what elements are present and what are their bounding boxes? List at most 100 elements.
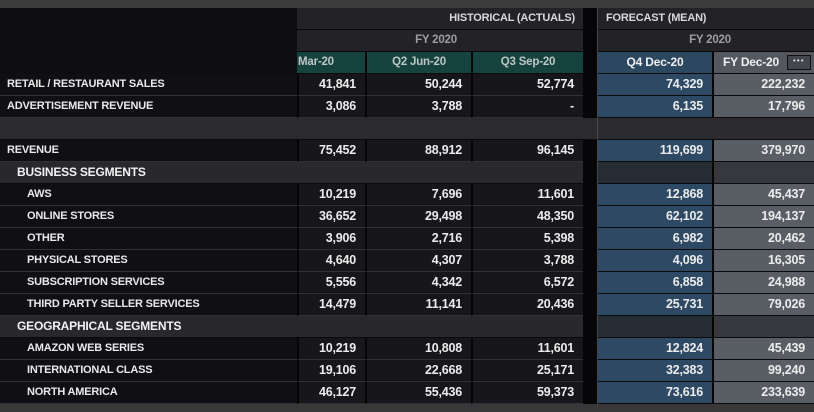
cell-q1-mar-20[interactable]: 3,906 [297,228,365,250]
cell-fy-dec-20-forecast[interactable]: 20,462 [712,228,814,250]
cell-q3-sep-20[interactable]: 48,350 [471,206,583,228]
cell-q4-dec-20-forecast[interactable]: 73,616 [598,382,712,404]
table-row: THIRD PARTY SELLER SERVICES 14,479 11,141 2… [0,294,814,316]
cell-q2-jun-20[interactable]: 29,498 [365,206,471,228]
cell-q3-sep-20[interactable]: - [471,96,583,118]
row-label[interactable]: AMAZON WEB SERIES [0,338,297,360]
cell-q4-dec-20-forecast[interactable]: 25,731 [598,294,712,316]
cell-q1-mar-20[interactable]: 36,652 [297,206,365,228]
cell-q1-mar-20[interactable]: 46,127 [297,382,365,404]
cell-q4-dec-20-forecast[interactable]: 6,982 [598,228,712,250]
cell-q1-mar-20[interactable]: 3,086 [297,96,365,118]
cell-fy-dec-20-forecast[interactable]: 379,970 [712,140,814,162]
cell-q3-sep-20[interactable]: 20,436 [471,294,583,316]
cell-q1-mar-20[interactable]: 10,219 [297,338,365,360]
cell-q2-jun-20[interactable]: 55,436 [365,382,471,404]
panel-divider [583,162,598,184]
cell-q4-dec-20-forecast[interactable]: 12,824 [598,338,712,360]
cell-fy-dec-20-forecast[interactable]: 24,988 [712,272,814,294]
cell-q2-jun-20[interactable]: 11,141 [365,294,471,316]
section-forecast-fy-cell [712,316,814,338]
cell-q3-sep-20[interactable]: 52,774 [471,74,583,96]
cell-q3-sep-20[interactable]: 11,601 [471,338,583,360]
cell-fy-dec-20-forecast[interactable]: 45,437 [712,184,814,206]
row-label[interactable]: OTHER [0,228,297,250]
row-label[interactable]: ADVERTISEMENT REVENUE [0,96,297,118]
cell-q3-sep-20[interactable]: 6,572 [471,272,583,294]
row-label[interactable]: RETAIL / RESTAURANT SALES [0,74,297,96]
panel-divider [583,52,598,74]
cell-q1-mar-20[interactable]: 10,219 [297,184,365,206]
cell-q2-jun-20[interactable]: 4,307 [365,250,471,272]
cell-q4-dec-20-forecast[interactable]: 32,383 [598,360,712,382]
column-header-fy-dec-20[interactable]: FY Dec-20 ••• [712,52,814,74]
cell-fy-dec-20-forecast[interactable]: 16,305 [712,250,814,272]
row-label[interactable]: NORTH AMERICA [0,382,297,404]
cell-q4-dec-20-forecast[interactable]: 62,102 [598,206,712,228]
cell-fy-dec-20-forecast[interactable]: 45,439 [712,338,814,360]
row-label[interactable]: ONLINE STORES [0,206,297,228]
column-header-q4-dec-20[interactable]: Q4 Dec-20 [598,52,712,74]
row-label[interactable]: INTERNATIONAL CLASS [0,360,297,382]
column-header-fy-label: FY Dec-20 [722,55,779,69]
cell-q3-sep-20[interactable]: 25,171 [471,360,583,382]
forecast-panel-title: FORECAST (MEAN) [598,8,814,30]
panel-title-row: HISTORICAL (ACTUALS) FORECAST (MEAN) [0,8,814,30]
spacer-row [0,118,814,140]
cell-q1-mar-20[interactable]: 5,556 [297,272,365,294]
column-header-q3-sep-20[interactable]: Q3 Sep-20 [471,52,583,74]
table-row: ADVERTISEMENT REVENUE 3,086 3,788-6,135 17,… [0,96,814,118]
cell-q1-mar-20[interactable]: 4,640 [297,250,365,272]
cell-fy-dec-20-forecast[interactable]: 17,796 [712,96,814,118]
cell-q4-dec-20-forecast[interactable]: 4,096 [598,250,712,272]
section-header-label[interactable]: GEOGRAPHICAL SEGMENTS [0,316,583,338]
cell-q1-mar-20[interactable]: 75,452 [297,140,365,162]
cell-q3-sep-20[interactable]: 11,601 [471,184,583,206]
more-options-button[interactable]: ••• [787,55,811,70]
cell-q1-mar-20[interactable]: 41,841 [297,74,365,96]
row-label[interactable]: PHYSICAL STORES [0,250,297,272]
row-label[interactable]: THIRD PARTY SELLER SERVICES [0,294,297,316]
cell-fy-dec-20-forecast[interactable]: 194,137 [712,206,814,228]
cell-q2-jun-20[interactable]: 50,244 [365,74,471,96]
cell-q4-dec-20-forecast[interactable]: 74,329 [598,74,712,96]
cell-q2-jun-20[interactable]: 2,716 [365,228,471,250]
cell-q1-mar-20[interactable]: 19,106 [297,360,365,382]
column-header-q1-mar-20[interactable]: Mar-20 [297,52,365,74]
panel-divider [583,8,598,30]
section-forecast-q4-cell [598,162,712,184]
cell-q2-jun-20[interactable]: 4,342 [365,272,471,294]
cell-q4-dec-20-forecast[interactable]: 119,699 [598,140,712,162]
cell-q4-dec-20-forecast[interactable]: 6,135 [598,96,712,118]
cell-fy-dec-20-forecast[interactable]: 99,240 [712,360,814,382]
cell-q3-sep-20[interactable]: 96,145 [471,140,583,162]
section-row: BUSINESS SEGMENTS [0,162,814,184]
cell-q2-jun-20[interactable]: 7,696 [365,184,471,206]
section-forecast-fy-cell [712,162,814,184]
table-row: AMAZON WEB SERIES 10,219 10,808 11,601 12,82… [0,338,814,360]
row-label[interactable]: REVENUE [0,140,297,162]
label-column-header-blank [0,30,297,52]
cell-fy-dec-20-forecast[interactable]: 79,026 [712,294,814,316]
cell-q2-jun-20[interactable]: 10,808 [365,338,471,360]
cell-q2-jun-20[interactable]: 22,668 [365,360,471,382]
cell-q2-jun-20[interactable]: 3,788 [365,96,471,118]
panel-divider [583,140,598,162]
cell-q4-dec-20-forecast[interactable]: 6,858 [598,272,712,294]
cell-q3-sep-20[interactable]: 3,788 [471,250,583,272]
cell-q3-sep-20[interactable]: 59,373 [471,382,583,404]
panel-divider [583,96,598,118]
forecast-panel-edge-line [597,8,598,404]
cell-fy-dec-20-forecast[interactable]: 222,232 [712,74,814,96]
cell-q3-sep-20[interactable]: 5,398 [471,228,583,250]
cell-q1-mar-20[interactable]: 14,479 [297,294,365,316]
cell-q4-dec-20-forecast[interactable]: 12,868 [598,184,712,206]
row-label[interactable]: AWS [0,184,297,206]
row-label[interactable]: SUBSCRIPTION SERVICES [0,272,297,294]
cell-q2-jun-20[interactable]: 88,912 [365,140,471,162]
cell-fy-dec-20-forecast[interactable]: 233,639 [712,382,814,404]
panel-divider [583,30,598,52]
column-header-q2-jun-20[interactable]: Q2 Jun-20 [365,52,471,74]
section-forecast-q4-cell [598,316,712,338]
section-header-label[interactable]: BUSINESS SEGMENTS [0,162,583,184]
